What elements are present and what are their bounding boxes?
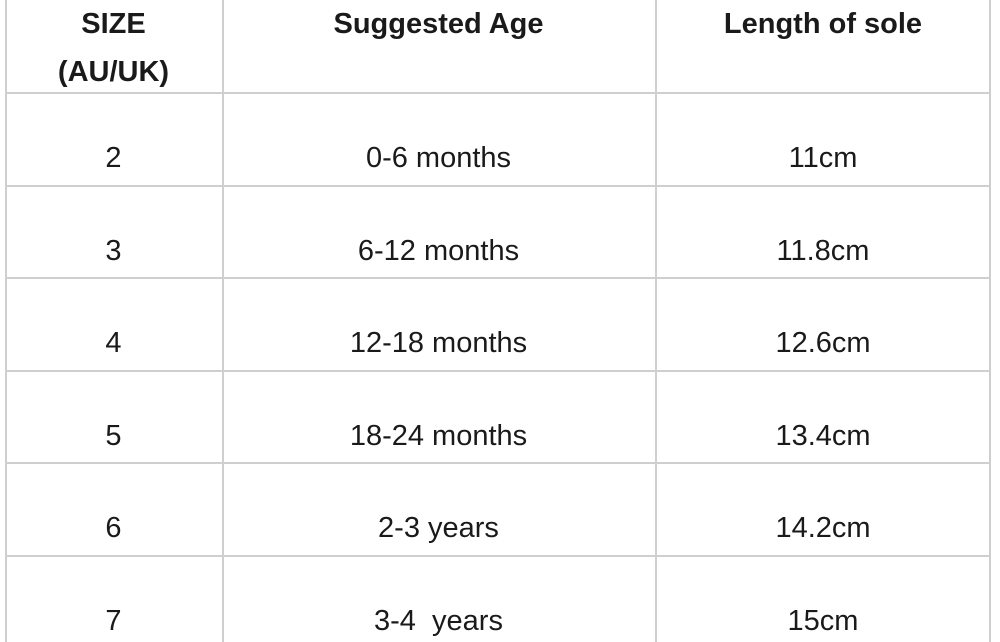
table-cell: 5: [105, 419, 122, 452]
table-cell: 12-18 months: [349, 327, 528, 360]
column-border: [5, 0, 7, 642]
table-cell: 13.4cm: [775, 419, 871, 452]
row-border: [5, 184, 991, 187]
table-cell: 2-3 years: [378, 512, 499, 545]
table-cell: 2: [105, 142, 122, 174]
table-cell: 3-4 years: [374, 605, 503, 637]
table-cell: 11.8cm: [776, 234, 870, 267]
table-cell: 7: [105, 605, 122, 637]
column-border: [655, 0, 657, 642]
table-cell: 4: [105, 327, 122, 360]
table-cell: 14.2cm: [775, 512, 871, 545]
table-cell: 6: [105, 512, 122, 545]
row-border: [5, 369, 991, 372]
header-cell: SIZE (AU/UK): [57, 8, 170, 88]
table-cell: 3: [105, 234, 122, 267]
row-border: [5, 277, 991, 280]
row-border: [5, 462, 991, 465]
column-border: [989, 0, 991, 642]
table-cell: 0-6 months: [365, 142, 512, 174]
header-cell: Length of sole: [723, 8, 923, 40]
column-border: [222, 0, 224, 642]
header-cell: Suggested Age: [333, 8, 544, 40]
table-cell: 15cm: [787, 605, 859, 637]
table-cell: 11cm: [788, 142, 858, 174]
table-cell: 6-12 months: [357, 234, 520, 267]
row-border: [5, 555, 991, 557]
table-cell: 18-24 months: [349, 419, 528, 452]
table-cell: 12.6cm: [775, 327, 871, 360]
row-border: [5, 92, 991, 94]
